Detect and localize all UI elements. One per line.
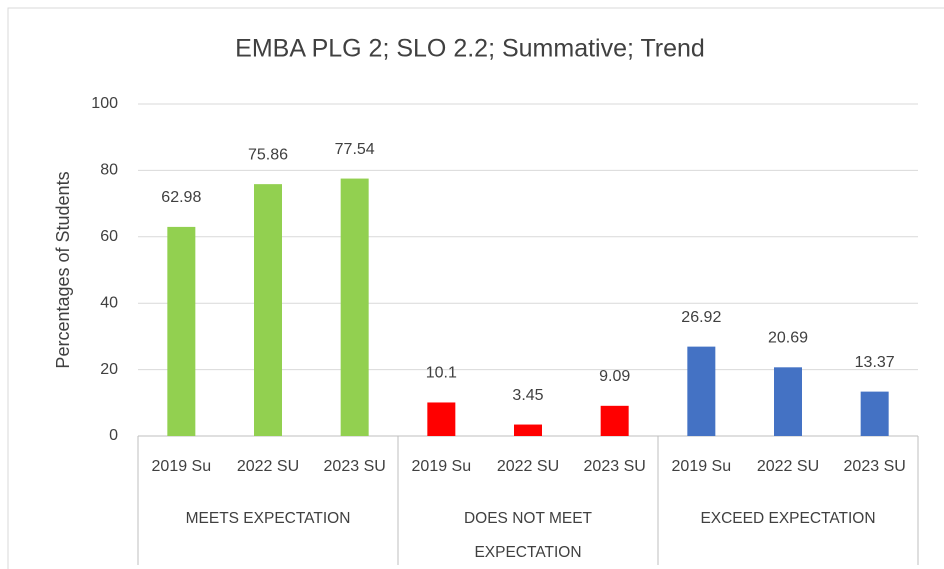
x-tick-label: 2022 SU [237,458,299,475]
x-tick-label: 2019 Su [672,458,732,475]
group-label: MEETS EXPECTATION [185,510,351,527]
y-tick-label: 40 [100,294,118,311]
y-tick-label: 20 [100,361,118,378]
x-tick-label: 2023 SU [844,458,906,475]
y-axis-label: Percentages of Students [53,171,73,368]
x-tick-label: 2022 SU [497,458,559,475]
y-tick-label: 80 [100,162,118,179]
x-tick-label: 2022 SU [757,458,819,475]
data-label: 10.1 [426,365,457,382]
data-label: 77.54 [335,141,375,158]
bar [340,178,369,436]
bar [167,226,196,436]
chart-title: EMBA PLG 2; SLO 2.2; Summative; Trend [235,35,705,63]
x-tick-label: 2019 Su [152,458,212,475]
bar [427,402,456,436]
y-tick-label: 0 [109,427,118,444]
bar [860,391,889,436]
x-tick-label: 2023 SU [324,458,386,475]
data-label: 9.09 [599,368,630,385]
group-label: EXCEED EXPECTATION [700,510,876,527]
bar [600,405,629,436]
bar [254,184,282,436]
data-label: 26.92 [681,309,721,326]
y-tick-label: 60 [100,228,118,245]
data-label: 13.37 [855,354,895,371]
group-label: DOES NOT MEET EXPECTATION [463,510,593,561]
bar [514,424,542,436]
y-tick-label: 100 [91,95,118,112]
data-label: 3.45 [512,387,543,404]
chart-border [7,7,944,569]
data-label: 62.98 [161,189,201,206]
data-label: 75.86 [248,146,288,163]
bar [687,346,716,436]
bar [774,367,802,436]
x-tick-label: 2023 SU [584,458,646,475]
x-tick-label: 2019 Su [412,458,472,475]
data-label: 20.69 [768,330,808,347]
